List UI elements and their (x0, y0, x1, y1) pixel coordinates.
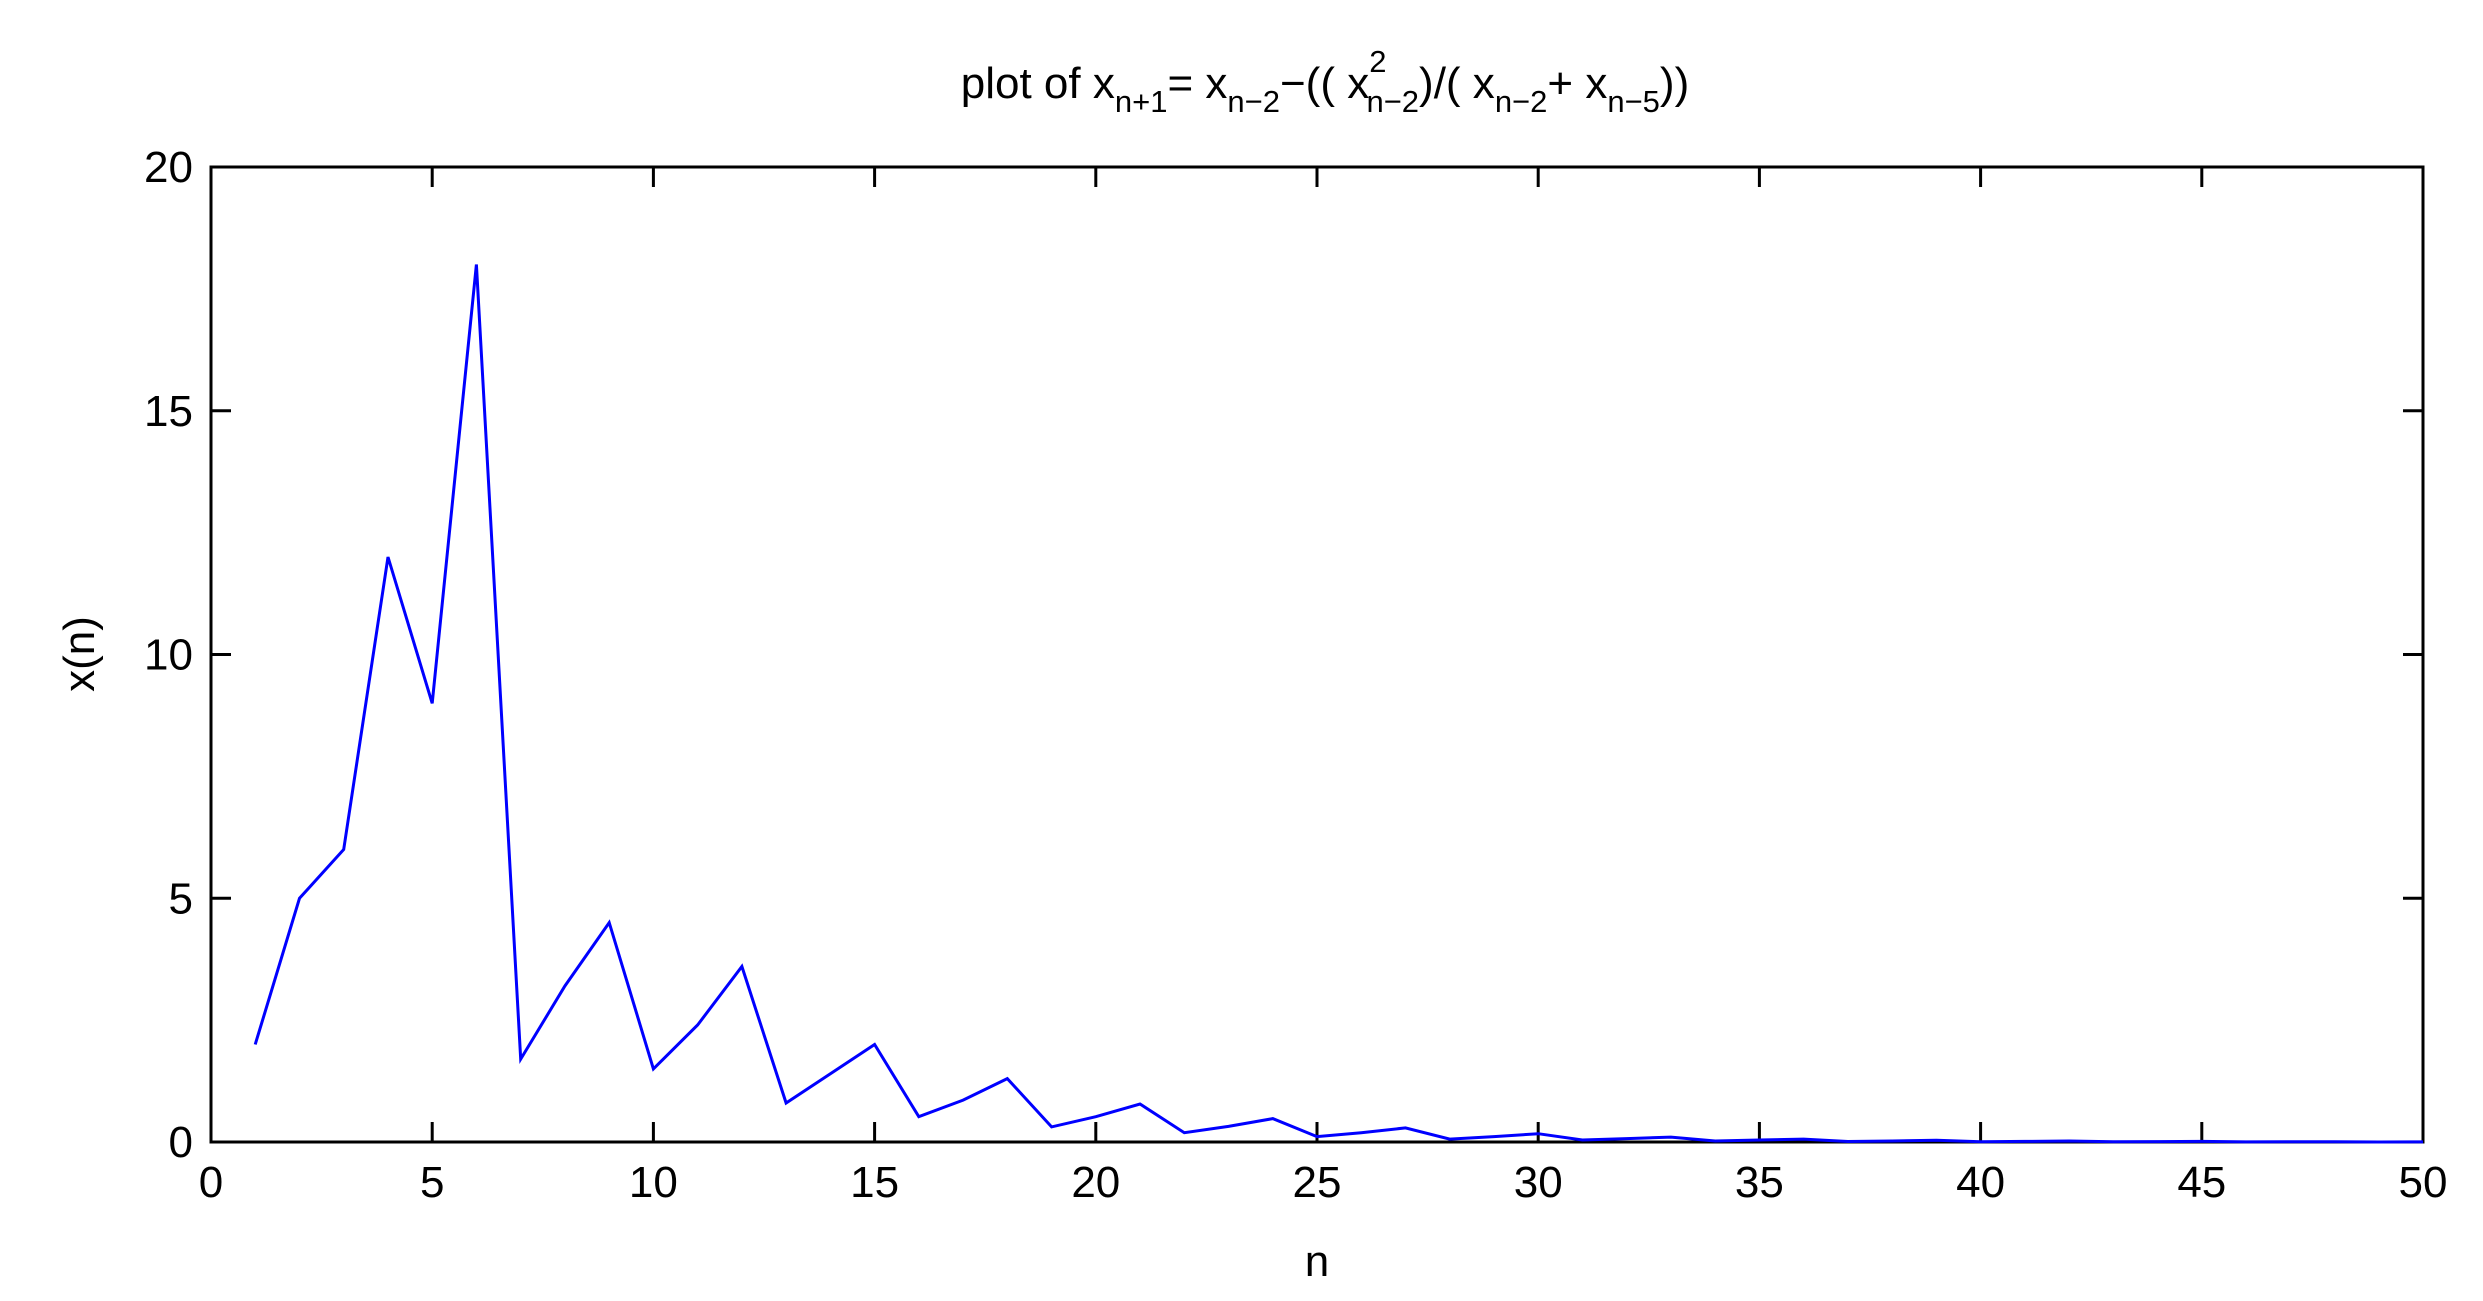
x-axis-ticks: 0 5 10 15 20 25 30 35 40 45 50 (199, 167, 2448, 1207)
x-tick-label-10: 50 (2399, 1158, 2448, 1207)
title-suffix: )) (1660, 59, 1689, 108)
title-sup-3: 2 (1369, 44, 1386, 79)
y-tick-label-3: 15 (144, 387, 193, 436)
title-prefix: plot of x (961, 59, 1115, 108)
title-eq: = x (1167, 59, 1227, 108)
title-mid-1: −(( x (1280, 59, 1369, 108)
chart-title: plot of xn+1= xn−2−(( x2 n−2)/( xn−2+ xn−… (961, 44, 1689, 119)
y-tick-label-4: 20 (144, 143, 193, 192)
x-tick-label-9: 45 (2177, 1158, 2226, 1207)
y-axis-ticks: 0 5 10 15 20 (144, 143, 2423, 1167)
x-tick-label-6: 30 (1514, 1158, 1563, 1207)
x-tick-label-5: 25 (1293, 1158, 1342, 1207)
title-sub-4: n−2 (1495, 84, 1548, 119)
x-axis-label: n (1305, 1237, 1329, 1286)
title-mid-2: )/( x (1419, 59, 1495, 108)
y-tick-label-2: 10 (144, 631, 193, 680)
y-axis-label: x(n) (55, 616, 104, 692)
x-tick-label-4: 20 (1071, 1158, 1120, 1207)
x-tick-label-2: 10 (629, 1158, 678, 1207)
title-mid-3: + x (1547, 59, 1607, 108)
x-tick-label-3: 15 (850, 1158, 899, 1207)
x-tick-label-1: 5 (420, 1158, 444, 1207)
x-tick-label-0: 0 (199, 1158, 223, 1207)
y-tick-label-1: 5 (169, 874, 193, 923)
title-sub-5: n−5 (1607, 84, 1660, 119)
x-tick-label-7: 35 (1735, 1158, 1784, 1207)
plot-frame (209, 165, 2425, 1144)
y-tick-label-0: 0 (169, 1118, 193, 1167)
title-sub-1: n+1 (1115, 84, 1168, 119)
title-sub-3: n−2 (1366, 84, 1419, 119)
series-line (253, 264, 2424, 1144)
x-tick-label-8: 40 (1956, 1158, 2005, 1207)
title-sub-2: n−2 (1227, 84, 1280, 119)
